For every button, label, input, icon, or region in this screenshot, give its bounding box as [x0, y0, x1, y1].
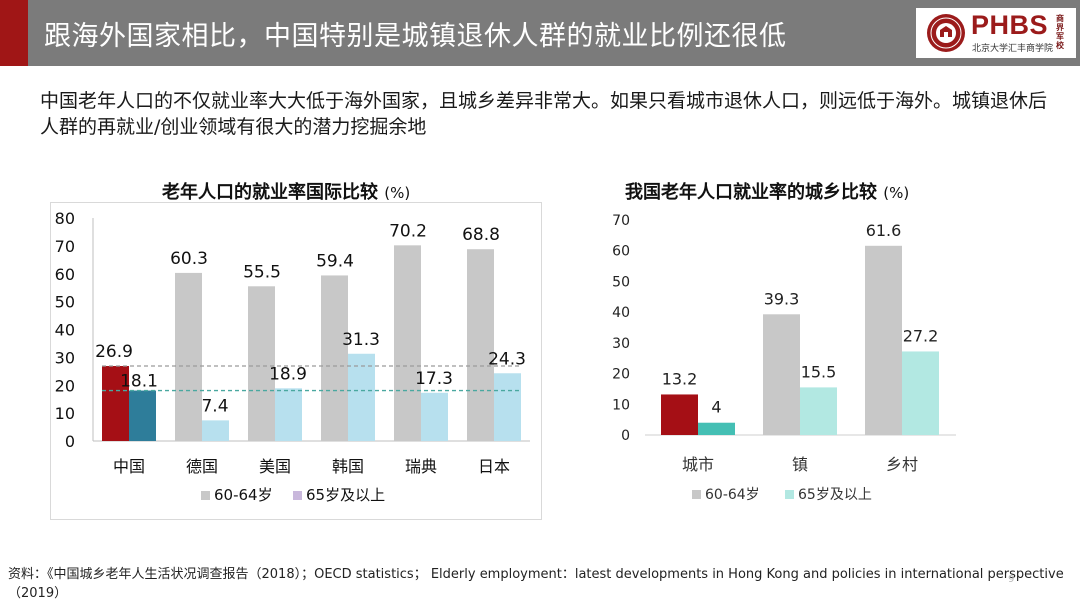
data-label-60-64: 70.2	[389, 221, 427, 241]
data-label-65-plus: 4	[711, 398, 721, 417]
y-tick-label: 10	[612, 397, 630, 413]
y-tick-label: 0	[621, 428, 630, 444]
left-chart-title-text: 老年人口的就业率国际比较	[162, 182, 378, 203]
bar-65-plus	[421, 392, 448, 441]
data-label-65-plus: 17.3	[415, 369, 453, 389]
y-tick-label: 60	[55, 265, 75, 284]
x-category-label: 瑞典	[405, 457, 437, 476]
right-chart-title-text: 我国老年人口就业率的城乡比较	[625, 182, 877, 203]
legend-swatch-60-64	[201, 491, 210, 500]
y-tick-label: 60	[612, 244, 630, 260]
y-tick-label: 30	[55, 348, 75, 367]
left-chart-unit: (%)	[384, 184, 411, 202]
x-category-label: 乡村	[886, 455, 918, 474]
university-seal-icon	[927, 14, 965, 52]
legend-swatch-60-64	[692, 490, 701, 499]
legend-label-65-plus: 65岁及以上	[306, 486, 385, 504]
data-label-60-64: 26.9	[95, 342, 133, 362]
logo-vertical-text: 商界军校	[1056, 14, 1064, 50]
legend-swatch-65-plus	[293, 491, 302, 500]
y-tick-label: 10	[55, 404, 75, 423]
legend-swatch-65-plus	[785, 490, 794, 499]
bar-65-plus	[698, 422, 735, 435]
y-tick-label: 0	[65, 432, 75, 451]
right-chart-title: 我国老年人口就业率的城乡比较 (%)	[625, 178, 909, 204]
slide-header: 跟海外国家相比，中国特别是城镇退休人群的就业比例还很低 PHBS 北京大学汇丰商…	[0, 0, 1080, 66]
intro-text: 中国老年人口的不仅就业率大大低于海外国家，且城乡差异非常大。如果只看城市退休人口…	[40, 90, 1048, 138]
bar-60-64	[394, 245, 421, 441]
page-number: 9	[1008, 574, 1015, 585]
legend-label-60-64: 60-64岁	[705, 487, 760, 503]
x-category-label: 日本	[478, 457, 510, 476]
right-chart-unit: (%)	[883, 184, 910, 202]
data-label-60-64: 60.3	[170, 249, 208, 269]
bar-60-64	[175, 272, 202, 441]
bar-60-64	[661, 394, 698, 435]
bar-60-64	[467, 249, 494, 441]
y-tick-label: 40	[55, 321, 75, 340]
data-label-60-64: 55.5	[243, 262, 281, 282]
legend-label-60-64: 60-64岁	[214, 486, 273, 504]
bar-65-plus	[129, 390, 156, 441]
data-label-65-plus: 18.1	[120, 372, 158, 392]
slide-title: 跟海外国家相比，中国特别是城镇退休人群的就业比例还很低	[44, 21, 787, 52]
y-tick-label: 30	[612, 336, 630, 352]
bar-65-plus	[494, 373, 521, 441]
bar-60-64	[248, 286, 275, 441]
x-category-label: 中国	[113, 457, 145, 476]
data-label-65-plus: 18.9	[269, 364, 307, 384]
y-tick-label: 20	[612, 367, 630, 383]
source-note: 资料：《中国城乡老年人生活状况调查报告（2018）；OECD statistic…	[8, 567, 1064, 601]
legend-label-65-plus: 65岁及以上	[798, 487, 872, 503]
data-label-65-plus: 27.2	[903, 326, 939, 345]
data-label-60-64: 13.2	[662, 369, 698, 388]
data-label-65-plus: 7.4	[201, 396, 228, 416]
y-tick-label: 70	[55, 237, 75, 256]
data-label-65-plus: 15.5	[801, 362, 837, 381]
x-category-label: 美国	[259, 457, 291, 476]
left-chart-title: 老年人口的就业率国际比较 (%)	[162, 178, 410, 204]
y-tick-label: 50	[55, 293, 75, 312]
bar-60-64	[763, 314, 800, 435]
data-label-60-64: 61.6	[866, 221, 902, 240]
bar-65-plus	[202, 420, 229, 441]
bar-65-plus	[348, 353, 375, 441]
phbs-logo: PHBS 北京大学汇丰商学院 商界军校	[916, 8, 1076, 58]
bar-60-64	[321, 275, 348, 441]
x-category-label: 城市	[682, 455, 714, 474]
data-label-60-64: 59.4	[316, 251, 354, 271]
logo-wordmark: PHBS	[971, 10, 1049, 40]
data-label-65-plus: 24.3	[488, 349, 526, 369]
y-tick-label: 80	[55, 209, 75, 228]
data-label-60-64: 68.8	[462, 225, 500, 245]
y-tick-label: 20	[55, 376, 75, 395]
data-label-65-plus: 31.3	[342, 330, 380, 350]
bar-65-plus	[800, 387, 837, 435]
bar-65-plus	[902, 351, 939, 435]
x-category-label: 德国	[186, 457, 218, 476]
bar-60-64	[102, 366, 129, 441]
left-chart-frame	[50, 202, 542, 520]
y-tick-label: 40	[612, 305, 630, 321]
logo-subtitle: 北京大学汇丰商学院	[972, 44, 1054, 54]
x-category-label: 镇	[792, 455, 808, 474]
y-tick-label: 50	[612, 274, 630, 290]
data-label-60-64: 39.3	[764, 289, 800, 308]
bar-65-plus	[275, 388, 302, 441]
header-accent-bar	[0, 0, 28, 66]
x-category-label: 韩国	[332, 457, 364, 476]
bar-60-64	[865, 245, 902, 435]
y-tick-label: 70	[612, 213, 630, 229]
